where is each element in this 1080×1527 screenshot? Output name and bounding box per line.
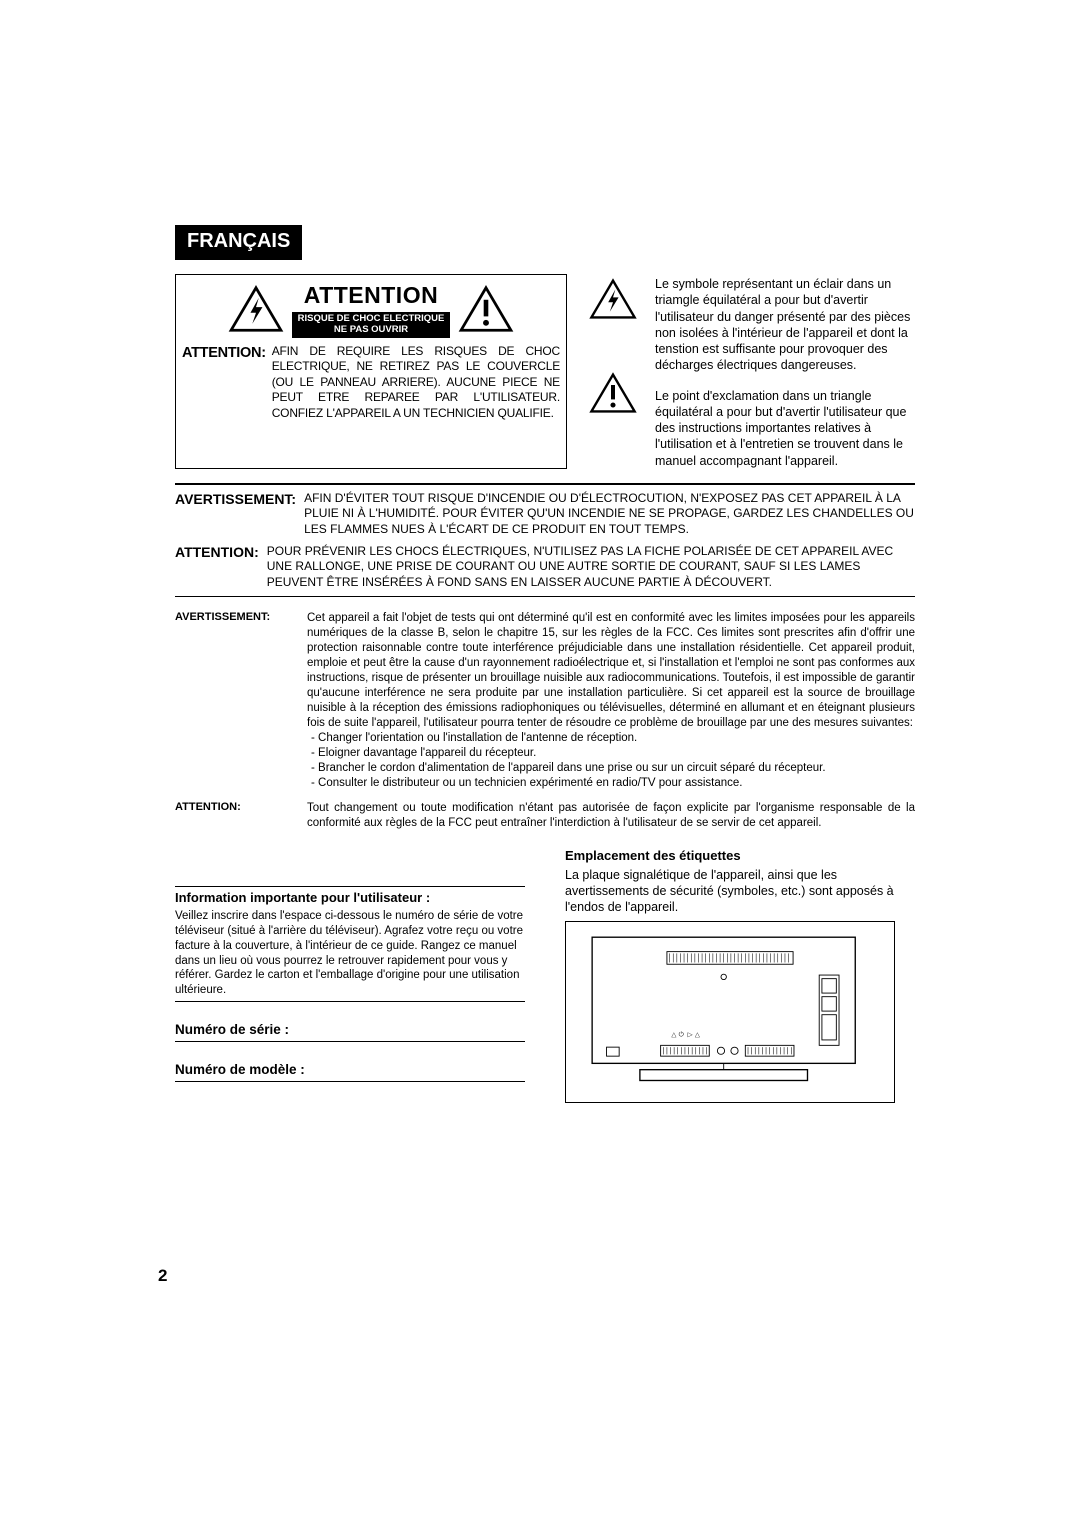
fcc-avert-paragraph: Cet appareil a fait l'objet de tests qui… <box>307 612 915 729</box>
exclamation-description: Le point d'exclamation dans un triangle … <box>655 388 915 469</box>
attention-block: ATTENTION: POUR PRÉVENIR LES CHOCS ÉLECT… <box>175 544 915 591</box>
serial-number-label: Numéro de série : <box>175 1022 289 1039</box>
symbol-icons-column <box>589 274 633 469</box>
bottom-right-col: Emplacement des étiquettes La plaque sig… <box>565 848 915 1103</box>
fcc-attention-block: ATTENTION: Tout changement ou toute modi… <box>175 801 915 831</box>
divider-thick <box>175 483 915 485</box>
svg-text:△: △ <box>671 1032 676 1039</box>
risk-line-box: RISQUE DE CHOC ELECTRIQUE NE PAS OUVRIR <box>292 312 451 338</box>
exclamation-triangle-icon <box>458 285 514 333</box>
fcc-bullet: Consulter le distributeur ou un technici… <box>311 776 915 791</box>
bottom-columns: Information importante pour l'utilisateu… <box>175 848 915 1103</box>
fcc-avertissement-block: AVERTISSEMENT: Cet appareil a fait l'obj… <box>175 611 915 790</box>
page-number: 2 <box>158 1265 167 1286</box>
svg-text:△: △ <box>695 1032 700 1039</box>
svg-text:⏻: ⏻ <box>679 1032 684 1039</box>
labels-location-head: Emplacement des étiquettes <box>565 848 915 864</box>
symbol-descriptions: Le symbole représentant un éclair dans u… <box>655 274 915 469</box>
top-row: ATTENTION RISQUE DE CHOC ELECTRIQUE NE P… <box>175 274 915 469</box>
fcc-bullet: Eloigner davantage l'appareil du récepte… <box>311 746 915 761</box>
fcc-bullet: Brancher le cordon d'alimentation de l'a… <box>311 761 915 776</box>
caution-title: ATTENTION <box>292 281 451 310</box>
fcc-attention-label: ATTENTION: <box>175 801 291 831</box>
bottom-left-col: Information importante pour l'utilisateu… <box>175 848 525 1103</box>
lightning-triangle-icon <box>589 278 637 320</box>
caution-body-label: ATTENTION: <box>182 344 266 422</box>
fcc-avertissement-text: Cet appareil a fait l'objet de tests qui… <box>307 611 915 790</box>
caution-panel: ATTENTION RISQUE DE CHOC ELECTRIQUE NE P… <box>175 274 567 469</box>
caution-body: ATTENTION: AFIN DE REQUIRE LES RISQUES D… <box>182 344 560 422</box>
model-number-label: Numéro de modèle : <box>175 1062 305 1079</box>
exclamation-triangle-icon <box>589 372 637 414</box>
risk-line-2: NE PAS OUVRIR <box>298 325 445 336</box>
user-info-box: Information importante pour l'utilisateu… <box>175 886 525 1002</box>
tv-rear-diagram: △⏻▷△ <box>565 921 895 1103</box>
attention-text: POUR PRÉVENIR LES CHOCS ÉLECTRIQUES, N'U… <box>267 544 915 591</box>
serial-number-row: Numéro de série : <box>175 1022 525 1042</box>
fcc-bullet: Changer l'orientation ou l'installation … <box>311 731 915 746</box>
fcc-bullet-list: Changer l'orientation ou l'installation … <box>307 731 915 791</box>
avertissement-block: AVERTISSEMENT: AFIN D'ÉVITER TOUT RISQUE… <box>175 491 915 538</box>
language-tab: FRANÇAIS <box>175 225 302 260</box>
attention-label: ATTENTION: <box>175 544 259 591</box>
svg-text:▷: ▷ <box>688 1032 693 1039</box>
tv-diagram-svg: △⏻▷△ <box>574 930 886 1094</box>
divider-thin <box>175 596 915 597</box>
bolt-description: Le symbole représentant un éclair dans u… <box>655 276 915 374</box>
avertissement-label: AVERTISSEMENT: <box>175 491 296 538</box>
avertissement-text: AFIN D'ÉVITER TOUT RISQUE D'INCENDIE OU … <box>304 491 915 538</box>
lightning-triangle-icon <box>228 285 284 333</box>
labels-location-text: La plaque signalétique de l'appareil, ai… <box>565 867 915 916</box>
fcc-attention-text: Tout changement ou toute modification n'… <box>307 801 915 831</box>
caution-header: ATTENTION RISQUE DE CHOC ELECTRIQUE NE P… <box>182 281 560 338</box>
model-number-row: Numéro de modèle : <box>175 1062 525 1082</box>
user-info-head: Information importante pour l'utilisateu… <box>175 890 525 906</box>
user-info-text: Veillez inscrire dans l'espace ci-dessou… <box>175 909 525 999</box>
caution-body-text: AFIN DE REQUIRE LES RISQUES DE CHOC ELEC… <box>272 344 560 422</box>
fcc-avertissement-label: AVERTISSEMENT: <box>175 611 291 790</box>
